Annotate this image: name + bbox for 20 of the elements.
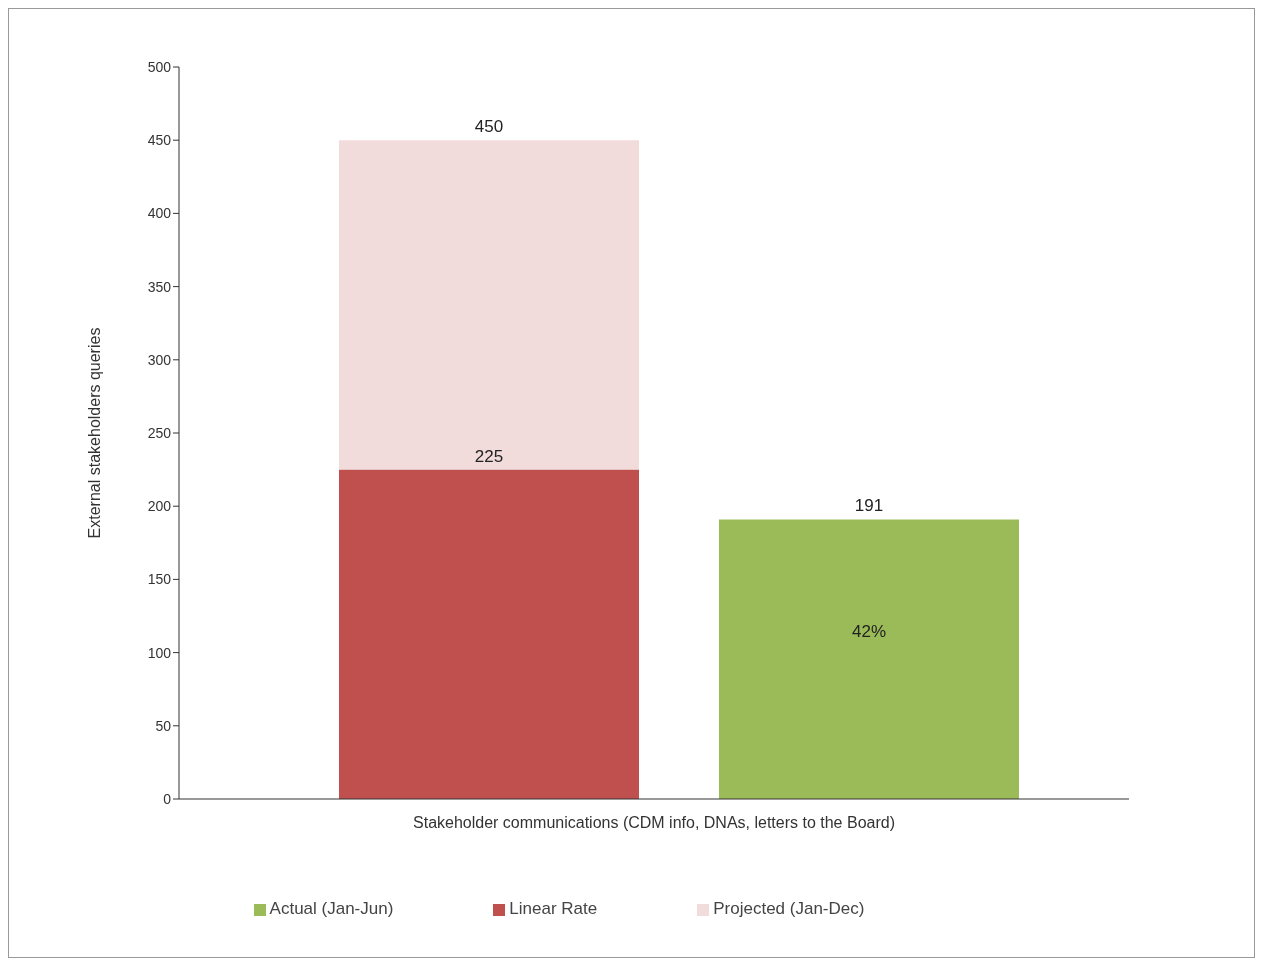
y-tick-label: 200 xyxy=(147,498,172,515)
y-tick-label: 150 xyxy=(147,571,172,588)
data-label: 191 xyxy=(854,496,884,516)
x-axis-title: Stakeholder communications (CDM info, DNAs, letters to the Board) xyxy=(413,814,895,832)
annotation: 42% xyxy=(851,622,887,642)
y-tick-label: 50 xyxy=(155,717,172,734)
y-tick-label: 350 xyxy=(147,278,172,295)
total-label: 450 xyxy=(474,117,504,137)
y-axis-title: External stakeholders queries xyxy=(85,327,103,539)
y-tick-label: 400 xyxy=(147,205,172,222)
legend-label: Linear Rate xyxy=(509,899,598,918)
y-tick-label: 500 xyxy=(147,58,172,75)
y-tick-label: 100 xyxy=(147,644,172,661)
data-label: 225 xyxy=(474,446,504,466)
y-tick-label: 300 xyxy=(147,351,172,368)
legend-label: Actual (Jan-Jun) xyxy=(269,899,394,918)
legend-label: Projected (Jan-Dec) xyxy=(713,899,865,918)
y-tick-label: 450 xyxy=(147,132,172,149)
y-tick-label: 250 xyxy=(147,424,172,441)
y-tick-label: 0 xyxy=(163,790,172,807)
